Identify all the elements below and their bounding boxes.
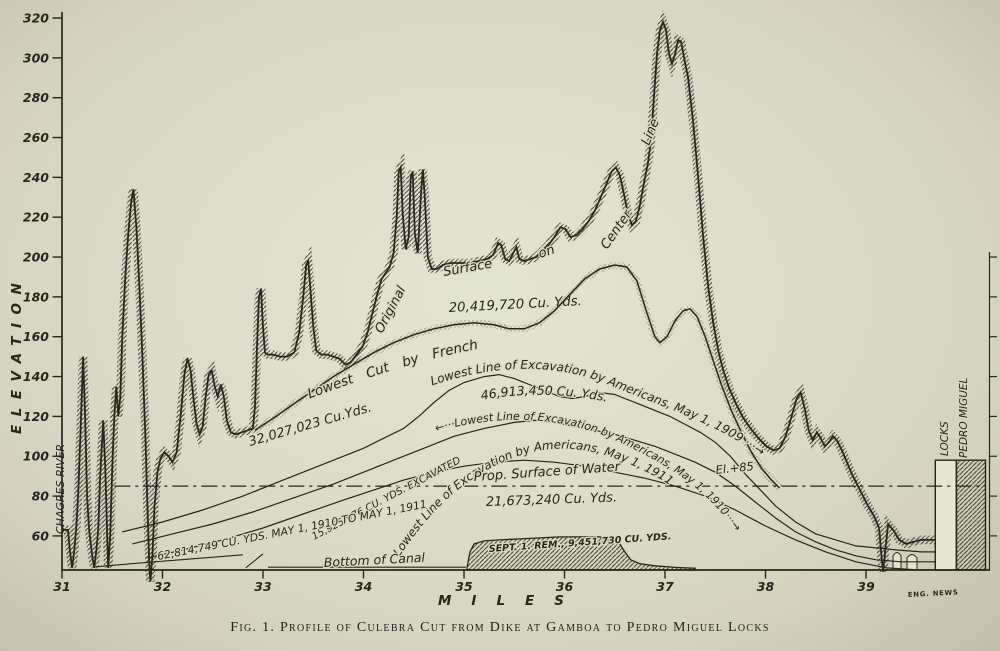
credit-label: ENG. NEWS (908, 588, 959, 599)
water-volume-label: 21,673,240 Cu. Yds. (486, 490, 618, 510)
x-tick-label: 32 (154, 579, 171, 594)
pedro-miguel-locks (934, 459, 987, 571)
excavation-1911-line (147, 459, 936, 571)
bottom-of-canal-label: Bottom of Canal (323, 550, 425, 570)
culvert-outlines (892, 552, 918, 570)
top-volume-label: 20,419,720 Cu. Yds. (448, 294, 582, 316)
pedro-miguel-label: PEDRO MIGUEL (958, 377, 970, 458)
x-tick-label: 34 (355, 579, 372, 594)
locks-label: LOCKS (939, 421, 951, 456)
original-surface-line (62, 19, 936, 582)
y-tick-label: 260 (23, 130, 49, 145)
x-tick-label: 33 (254, 579, 271, 594)
x-tick-label: 35 (455, 579, 473, 594)
y-axis: 320 300 280 260 240 220 200 180 160 140 120 100 80 60 (23, 11, 62, 543)
chagres-river-label: CHAGRES RIVER (54, 444, 67, 534)
x-axis-title: MILES (438, 593, 584, 609)
y-tick-label: 80 (32, 489, 50, 504)
y-tick-label: 300 (23, 50, 49, 65)
spoil-mound (466, 536, 696, 571)
y-tick-label: 220 (23, 210, 49, 225)
profile-chart: 320 300 280 260 240 220 200 180 160 140 120 100 80 60… (9, 9, 997, 609)
excavation-1910-line (132, 419, 936, 563)
canal-bottom-segment-b (245, 553, 264, 569)
x-tick-label: 31 (53, 579, 70, 594)
y-tick-label: 140 (23, 369, 49, 384)
excavation-1909-line (122, 373, 936, 553)
y-tick-label: 320 (23, 11, 49, 26)
locks-rect-1 (934, 459, 958, 571)
profile-curves (62, 19, 986, 582)
y-axis-title: ELEVATION (9, 275, 25, 434)
x-tick-label: 38 (757, 579, 775, 594)
y-tick-label: 200 (23, 250, 49, 265)
x-tick-label: 36 (556, 579, 574, 594)
locks-rect-2 (955, 459, 987, 571)
x-tick-label: 39 (857, 579, 875, 594)
line-word: Line (639, 117, 663, 148)
x-tick-label: 37 (656, 579, 674, 594)
figure-caption: Fig. 1. Profile of Culebra Cut from Dike… (230, 620, 770, 635)
el85-label: El.+85 (715, 459, 755, 477)
y-tick-label: 120 (23, 409, 49, 424)
y-tick-label: 60 (32, 528, 50, 543)
americans-1909-volume: 46,913,450 Cu. Yds. (480, 383, 609, 405)
y-tick-label: 240 (23, 170, 49, 185)
french-cut-line (254, 264, 781, 489)
right-axis-ticks (989, 256, 997, 537)
on-word: on (537, 243, 557, 262)
y-tick-label: 100 (23, 449, 49, 464)
y-tick-label: 280 (23, 90, 49, 105)
y-tick-label: 160 (23, 329, 49, 344)
y-tick-label: 180 (23, 289, 49, 304)
canal-bottom-segment-a (95, 554, 243, 568)
x-axis: 31 32 33 34 35 36 37 38 39 (53, 570, 875, 594)
